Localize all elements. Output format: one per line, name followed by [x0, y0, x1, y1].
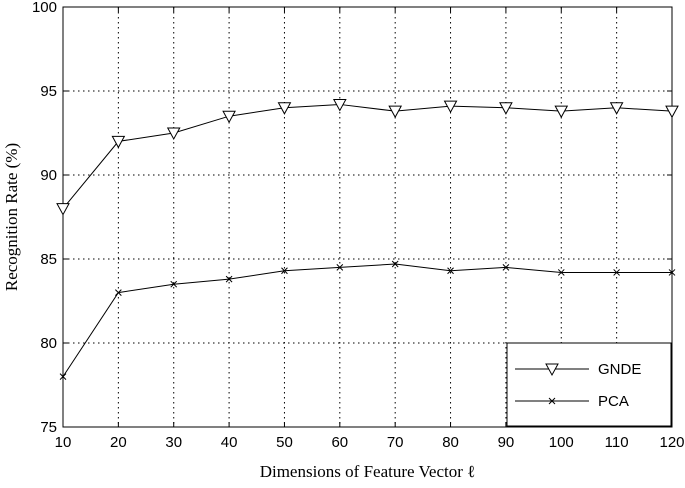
data-point-pca — [115, 289, 122, 296]
data-point-pca — [59, 373, 67, 380]
data-point-pca — [225, 275, 233, 283]
y-tick-label: 90 — [40, 167, 57, 184]
marker-stroke — [336, 264, 344, 271]
marker-stroke — [548, 397, 556, 405]
x-tick-label: 60 — [331, 434, 348, 451]
y-tick-label: 95 — [40, 83, 57, 100]
marker-stroke — [225, 275, 233, 283]
plot-area — [62, 6, 673, 428]
marker-stroke — [59, 373, 67, 380]
x-tick-label: 70 — [387, 434, 404, 451]
x-tick-label: 100 — [549, 434, 574, 451]
x-axis-label: Dimensions of Feature Vector ℓ — [260, 462, 476, 481]
legend-marker-shape — [548, 397, 556, 405]
marker-stroke — [613, 269, 620, 276]
y-axis-label: Recognition Rate (%) — [2, 143, 21, 291]
data-point-pca — [668, 269, 676, 276]
data-point-gnde — [609, 102, 624, 115]
marker-stroke — [170, 280, 178, 288]
axis-ticks: 10 20 30 40 50 60 70 80 90 100 110 120 75 80 85 90 95 100 — [32, 0, 685, 451]
data-point-gnde — [665, 105, 679, 119]
data-point-gnde — [332, 98, 347, 112]
legend-marker-shape — [545, 363, 559, 377]
legend-marker-gnde — [545, 363, 559, 377]
data-point-gnde — [222, 110, 236, 124]
series-layer — [56, 98, 679, 380]
y-tick-label: 85 — [40, 251, 57, 268]
marker-stroke — [668, 269, 676, 276]
data-point-pca — [557, 269, 565, 276]
x-tick-label: 10 — [55, 434, 72, 451]
data-point-gnde — [499, 102, 513, 115]
data-point-gnde — [277, 102, 292, 115]
series-line-gnde — [62, 103, 673, 209]
data-point-gnde — [56, 203, 70, 216]
data-point-pca — [391, 260, 399, 268]
marker-stroke — [447, 267, 454, 275]
y-tick-label: 80 — [40, 335, 57, 352]
data-point-pca — [502, 264, 510, 271]
data-point-pca — [447, 267, 454, 275]
x-tick-label: 50 — [276, 434, 293, 451]
data-point-pca — [281, 267, 288, 275]
series-line-pca — [62, 263, 672, 377]
x-tick-label: 30 — [165, 434, 182, 451]
data-point-gnde — [443, 100, 458, 114]
y-tick-label: 100 — [32, 0, 57, 16]
x-tick-label: 120 — [659, 434, 684, 451]
legend-label-pca: PCA — [598, 393, 629, 410]
legend: GNDE PCA — [506, 342, 672, 427]
data-point-gnde — [554, 105, 569, 119]
y-tick-label: 75 — [40, 419, 57, 436]
x-tick-label: 40 — [221, 434, 238, 451]
data-point-pca — [613, 269, 620, 276]
legend-label-gnde: GNDE — [598, 361, 641, 378]
x-tick-label: 90 — [498, 434, 515, 451]
legend-box — [506, 342, 672, 427]
x-tick-label: 110 — [605, 434, 629, 451]
marker-stroke — [502, 264, 510, 271]
marker-stroke — [557, 269, 565, 276]
x-tick-label: 80 — [442, 434, 459, 451]
data-point-gnde — [166, 127, 181, 141]
data-point-pca — [170, 280, 178, 288]
x-tick-label: 20 — [110, 434, 127, 451]
legend-marker-pca — [548, 397, 556, 405]
data-point-pca — [336, 264, 344, 271]
data-point-gnde — [111, 135, 126, 149]
marker-stroke — [281, 267, 288, 275]
data-point-gnde — [388, 105, 403, 119]
marker-stroke — [391, 260, 399, 268]
marker-stroke — [115, 289, 122, 296]
